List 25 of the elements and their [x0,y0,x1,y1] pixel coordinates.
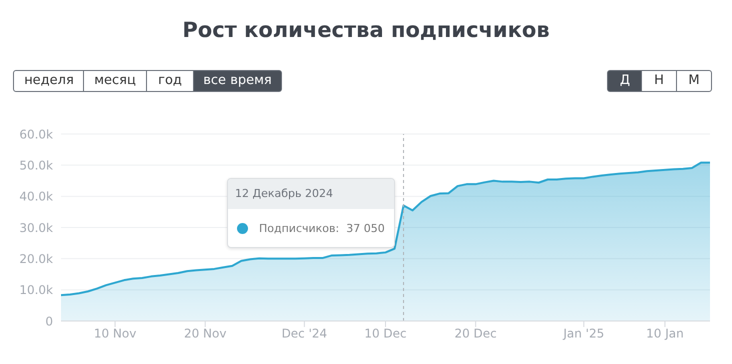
y-tick-label: 40.0k [19,190,54,204]
y-tick-label: 30.0k [19,220,54,235]
x-tick-label: 10 Dec [364,326,407,341]
x-tick-label: 20 Dec [454,326,497,341]
button: Д [607,70,643,92]
chart-title: Рост количества подписчиков [181,18,551,42]
annotation: 12 Декабрь 2024 [228,179,394,209]
tooltip-box: 12 Декабрь 2024 Подписчиков: 37 050 [227,178,395,248]
y-tick-label: 50.0k [19,158,54,172]
y-tick-label: 10.0k [19,283,54,298]
button: год [146,70,194,92]
button: М [676,70,712,92]
y-tick-label: 0 [45,314,53,328]
x-tick-label: 10 Jan [646,326,684,341]
annotation: Подписчиков: 37 050 [259,222,385,234]
button: все время [193,70,282,92]
button: месяц [83,70,147,92]
y-tick-label: 60.0k [19,127,54,142]
button: Н [641,70,677,92]
button: неделя [13,70,85,92]
x-tick-label: 20 Nov [184,326,226,341]
y-tick-label: 20.0k [19,252,54,266]
x-tick-label: 10 Nov [94,326,136,341]
x-tick-label: Dec '24 [282,326,328,341]
x-tick-label: Jan '25 [562,326,604,341]
